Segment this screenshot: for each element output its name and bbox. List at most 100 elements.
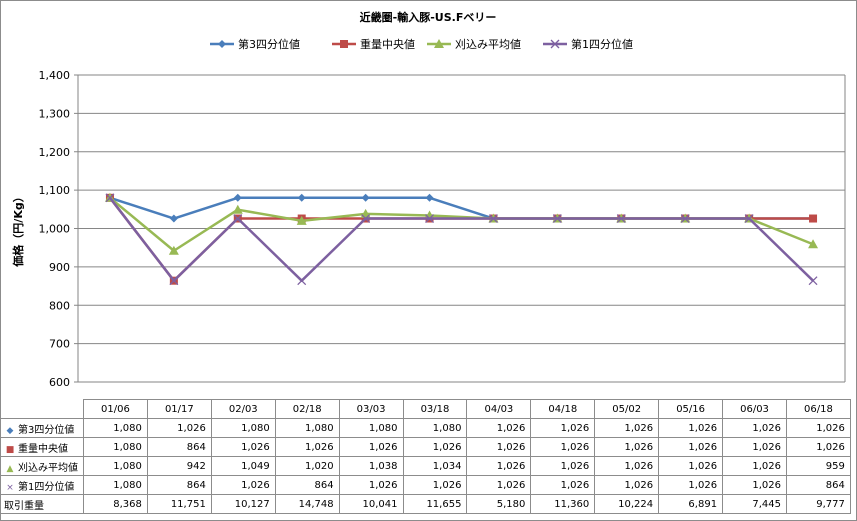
table-cell: 1,080: [83, 475, 148, 495]
table-cell: 1,080: [274, 418, 340, 438]
table-header-row: 01/06 01/17 02/03 02/18 03/03 03/18 04/03 04/18…: [0, 399, 851, 419]
table-column-header: 03/03: [338, 399, 404, 419]
table-cell: 1,026: [210, 437, 276, 457]
table-cell: 1,026: [785, 418, 851, 438]
series-layer: [104, 192, 819, 286]
point-marker: [296, 215, 307, 225]
table-cell: 1,026: [466, 456, 532, 476]
table-cell: 1,026: [594, 418, 660, 438]
legend-item: 第3四分位値: [210, 37, 300, 51]
point-marker: [680, 214, 690, 223]
table-column-header: 02/18: [274, 399, 340, 419]
point-marker: [361, 193, 370, 202]
y-tick-label: 1,300: [39, 107, 71, 120]
table-cell: 1,026: [658, 418, 724, 438]
series-line: [109, 196, 814, 220]
table-column-header: 01/06: [83, 399, 148, 419]
table-cell: 1,026: [722, 475, 787, 495]
table-cell: 1,026: [338, 437, 404, 457]
table-row-label: 重量中央値: [18, 443, 68, 455]
table-cell: 864: [146, 437, 212, 457]
table-cell: 11,751: [146, 494, 212, 514]
table-cell: 1,026: [722, 418, 787, 438]
table-row: ▲ 刈込み平均値 1,080 942 1,049 1,020 1,038 1,034 1,026…: [0, 456, 851, 476]
y-axis-label: 価格（円/Kg）: [11, 191, 25, 267]
table-row: ■ 重量中央値 1,080 864 1,026 1,026 1,026 1,026 1,026 1…: [0, 437, 851, 457]
table-row-label: 取引重量: [4, 500, 44, 512]
table-row-header: ◆ 第3四分位値: [0, 418, 84, 438]
table-cell: 1,026: [402, 437, 468, 457]
series-line: [108, 197, 814, 282]
table-row-header: × 第1四分位値: [0, 475, 84, 495]
y-tick-label: 1,000: [39, 223, 71, 236]
point-marker: [340, 40, 348, 48]
table-cell: 1,026: [466, 437, 532, 457]
table-cell: 8,368: [83, 494, 148, 514]
point-marker: [424, 210, 435, 220]
point-marker: [552, 214, 562, 223]
legend-label: 第3四分位値: [238, 37, 300, 51]
table-cell: 1,080: [83, 418, 148, 438]
table-column-header: 02/03: [210, 399, 276, 419]
table-cell: 1,026: [594, 475, 660, 495]
table-column-header: 04/18: [530, 399, 596, 419]
table-cell: 864: [274, 475, 340, 495]
table-column-header: 01/17: [146, 399, 212, 419]
table-cell: 1,026: [658, 456, 724, 476]
table-cell: 1,026: [530, 456, 596, 476]
point-marker: [808, 276, 818, 286]
table-cell: 1,026: [530, 418, 596, 438]
y-tick-label: 1,200: [39, 146, 71, 159]
table-cell: 1,026: [785, 437, 851, 457]
table-corner-cell: [0, 399, 84, 419]
table-cell: 1,034: [402, 456, 468, 476]
chart-legend: 第3四分位値 重量中央値 刈込み平均値 第1四分位値: [210, 37, 633, 51]
table-column-header: 06/18: [785, 399, 851, 419]
table-cell: 14,748: [274, 494, 340, 514]
series-3: [104, 192, 819, 255]
table-cell: 9,777: [785, 494, 851, 514]
point-marker: [616, 214, 626, 223]
table-cell: 1,026: [338, 475, 404, 495]
chart-gridlines: [74, 74, 846, 383]
table-cell: 1,026: [658, 437, 724, 457]
table-column-header: 06/03: [722, 399, 787, 419]
table-row: 取引重量 8,368 11,751 10,127 14,748 10,041 11,655 5…: [0, 494, 851, 514]
point-marker: [232, 204, 243, 214]
table-cell: 1,026: [594, 437, 660, 457]
y-tick-label: 1,400: [39, 69, 71, 82]
table-column-header: 05/16: [658, 399, 724, 419]
point-marker: [168, 245, 179, 255]
point-marker: [744, 214, 754, 223]
legend-label: 刈込み平均値: [455, 38, 521, 51]
table-cell: 11,360: [530, 494, 596, 514]
y-tick-label: 600: [49, 376, 70, 389]
table-column-header: 03/18: [402, 399, 468, 419]
table-cell: 1,080: [338, 418, 404, 438]
table-cell: 1,026: [466, 418, 532, 438]
table-cell: 1,080: [402, 418, 468, 438]
table-row-label: 第3四分位値: [18, 424, 75, 436]
table-cell: 7,445: [722, 494, 787, 514]
y-tick-label: 700: [49, 338, 70, 351]
point-marker: [550, 39, 560, 49]
table-cell: 864: [785, 475, 851, 495]
point-marker: [169, 214, 178, 223]
point-marker: [233, 214, 243, 223]
table-row: × 第1四分位値 1,080 864 1,026 864 1,026 1,026 1,026 1,…: [0, 475, 851, 495]
table-row-header: 取引重量: [0, 494, 84, 514]
chart-svg: 近畿圏-輸入豚-US.Fベリー 第3四分位値 重量中央値 刈込み平均値 第1四分位値 …: [11, 10, 846, 389]
point-marker: [105, 193, 115, 203]
legend-item: 刈込み平均値: [427, 38, 521, 51]
chart-title: 近畿圏-輸入豚-US.Fベリー: [360, 10, 497, 24]
table-cell: 6,891: [658, 494, 724, 514]
table-cell: 1,026: [722, 437, 787, 457]
point-marker: [488, 214, 498, 223]
y-tick-label: 900: [49, 261, 70, 274]
table-cell: 11,655: [402, 494, 468, 514]
legend-key-icon: ▲: [6, 463, 14, 474]
table-cell: 10,041: [338, 494, 404, 514]
series-4: [105, 193, 818, 286]
table-cell: 10,224: [594, 494, 660, 514]
data-table: 01/06 01/17 02/03 02/18 03/03 03/18 04/03 04/18…: [0, 399, 851, 514]
